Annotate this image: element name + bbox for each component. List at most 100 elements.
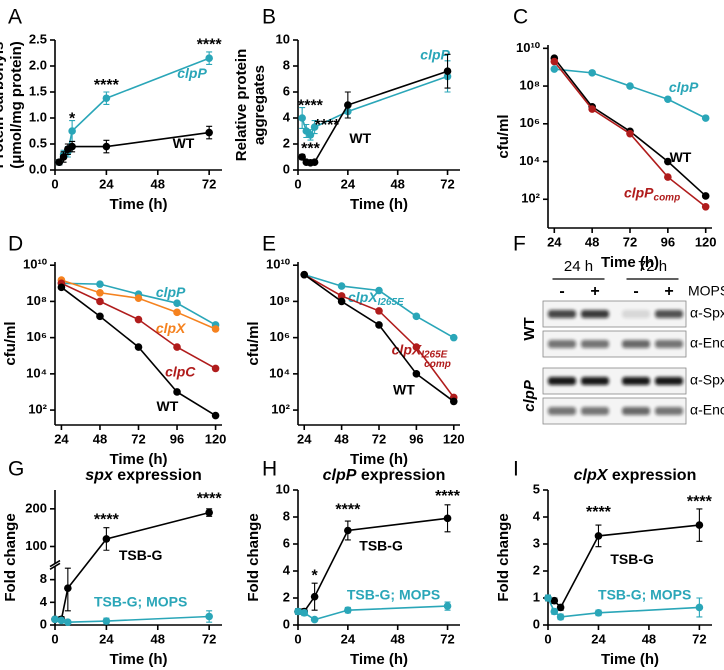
data-point <box>664 173 672 181</box>
y-tick-label: 8 <box>40 571 47 586</box>
lane-label: - <box>559 283 564 300</box>
annotation: * <box>69 110 76 127</box>
data-point <box>205 128 213 137</box>
y-tick-label: 0 <box>283 616 290 631</box>
data-point <box>211 325 220 333</box>
series-label: TSB-G; MOPS <box>94 593 187 609</box>
y-tick-label: 10⁶ <box>520 115 540 130</box>
data-point <box>173 299 181 307</box>
data-point <box>102 94 111 103</box>
series-name: clpX <box>348 289 379 305</box>
x-tick-label: 24 <box>341 176 356 191</box>
chart-title: clpX expression <box>574 467 697 484</box>
series-label: TSB-G <box>359 537 403 553</box>
lane-label: + <box>664 283 673 300</box>
data-point <box>449 397 458 406</box>
data-point <box>205 54 213 62</box>
y-tick-label: 10⁴ <box>519 153 540 168</box>
series-subscript: comp <box>654 192 681 203</box>
chart-title: clpP expression <box>323 467 446 484</box>
series-name: TSB-G <box>119 547 163 563</box>
y-tick-label: 10² <box>521 191 540 206</box>
series-label: WT <box>670 149 692 165</box>
x-axis-label: Time (h) <box>109 196 167 213</box>
data-point <box>59 153 68 161</box>
x-tick-label: 48 <box>334 431 348 446</box>
data-point <box>594 609 603 617</box>
data-point <box>96 288 104 297</box>
annotation: **** <box>586 504 612 521</box>
x-axis-label: Time (h) <box>601 651 659 668</box>
series-label: TSB-G <box>610 551 654 567</box>
x-tick-label: 0 <box>294 631 301 646</box>
data-point <box>375 307 383 315</box>
lane-label: - <box>633 283 638 300</box>
data-point <box>57 283 66 292</box>
y-axis-label: aggregates <box>251 65 268 145</box>
y-tick-label: 10² <box>28 402 47 417</box>
antibody-label: α-Eno <box>690 335 724 351</box>
blot-band <box>581 310 609 318</box>
x-tick-label: 48 <box>585 234 599 249</box>
annotation: **** <box>687 493 713 510</box>
series-name: clpP <box>177 65 207 81</box>
data-point <box>64 618 72 626</box>
x-axis-label: Time (h) <box>109 651 167 668</box>
y-axis-label: cfu/ml <box>2 321 19 365</box>
x-tick-label: 0 <box>51 176 58 191</box>
x-tick-label: 48 <box>151 176 165 191</box>
data-point <box>594 532 603 540</box>
y-axis-label: Protein carbonyls <box>0 42 7 169</box>
series-name: WT <box>157 398 179 414</box>
y-tick-label: 10 <box>276 31 290 46</box>
y-tick-label: 4 <box>283 562 291 577</box>
y-tick-label: 4 <box>283 109 291 124</box>
panel-letter: F <box>513 233 526 256</box>
data-point <box>375 286 383 295</box>
lane-label: + <box>590 283 599 300</box>
data-point <box>300 609 309 617</box>
data-point <box>298 114 306 122</box>
x-tick-label: 48 <box>642 631 656 646</box>
data-point <box>375 321 383 329</box>
x-tick-label: 24 <box>341 631 356 646</box>
series-line <box>60 286 216 417</box>
y-tick-label: 8 <box>283 57 290 72</box>
data-point <box>412 343 421 351</box>
x-tick-label: 48 <box>390 631 404 646</box>
blot-band <box>655 377 683 385</box>
data-point <box>443 602 452 610</box>
series-label: clpP <box>156 283 186 299</box>
y-tick-label: 8 <box>283 508 290 523</box>
data-point <box>134 343 143 351</box>
panel-letter: H <box>262 458 277 481</box>
data-point <box>337 292 346 300</box>
x-tick-label: 96 <box>170 431 184 446</box>
series-label: clpX <box>156 320 187 336</box>
series-line <box>297 605 448 621</box>
y-axis-label: cfu/ml <box>495 114 512 158</box>
series-name: clpP <box>156 283 186 299</box>
y-tick-label: 200 <box>25 500 47 515</box>
data-point <box>68 142 76 151</box>
series-label: WT <box>349 130 371 146</box>
series-subscript: I265E <box>421 349 447 360</box>
y-tick-label: 2 <box>533 562 540 577</box>
series-label: WT <box>393 381 415 397</box>
x-tick-label: 24 <box>547 234 562 249</box>
condition-label: MOPS <box>688 283 724 299</box>
series-name: WT <box>173 135 195 151</box>
data-point <box>310 615 319 624</box>
y-tick-label: 10⁸ <box>519 77 540 92</box>
y-tick-label: 10 <box>276 481 290 496</box>
data-point <box>310 158 319 166</box>
strain-label: clpP <box>521 379 538 412</box>
data-point <box>205 612 213 621</box>
data-point <box>211 411 220 420</box>
y-tick-label: 4 <box>533 508 541 523</box>
blot-band <box>548 310 576 318</box>
blot-band <box>548 407 576 415</box>
data-point <box>173 343 181 351</box>
data-point <box>449 333 458 342</box>
